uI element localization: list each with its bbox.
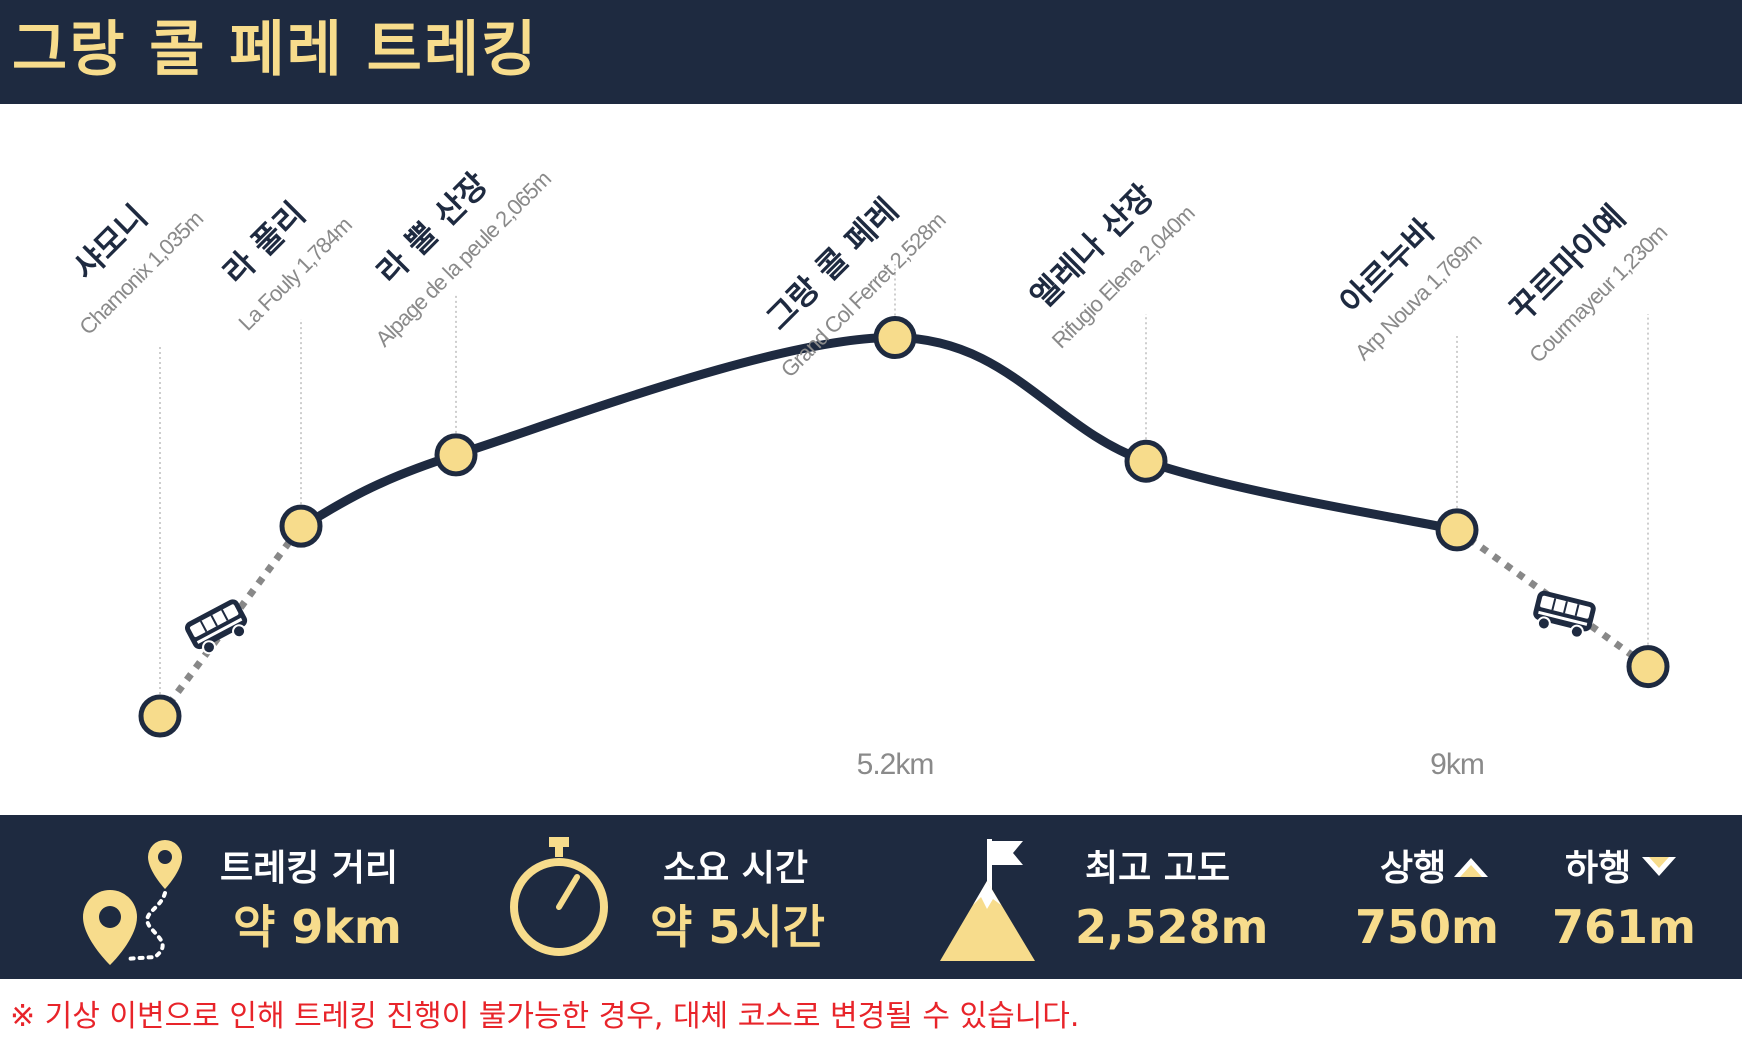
triangle-up-icon: [1454, 858, 1488, 877]
distance-label: 트레킹 거리: [220, 848, 399, 889]
altitude-label: 최고 고도: [1085, 848, 1231, 889]
bus-route-segment: [1454, 527, 1651, 670]
altitude-value: 2,528m: [1075, 900, 1269, 954]
time-label: 소요 시간: [663, 848, 809, 889]
descent-value: 761m: [1552, 900, 1696, 954]
waypoint-marker: [1435, 508, 1479, 552]
waypoint-marker: [138, 694, 182, 738]
triangle-down-icon: [1642, 857, 1676, 876]
distance-marker: 5.2km: [857, 748, 934, 781]
ascent-value: 750m: [1355, 900, 1499, 954]
distance-marker: 9km: [1430, 748, 1484, 781]
time-value: 약 5시간: [650, 900, 825, 954]
ascent-label: 상행: [1380, 848, 1447, 889]
waypoint-marker: [279, 504, 323, 548]
waypoint-marker: [873, 316, 917, 360]
waypoint-marker: [434, 433, 478, 477]
map-pin-route-icon: [83, 840, 182, 965]
waypoint-marker: [1626, 645, 1670, 689]
stopwatch-icon: [510, 837, 608, 956]
waypoint-marker: [1124, 439, 1168, 483]
stats-bar: 트레킹 거리 약 9km 소요 시간 약 5시간 최고 고도 2,528m 상행…: [0, 815, 1742, 979]
bus-route-segment: [157, 524, 304, 719]
header-banner: 그랑 콜 페레 트레킹: [0, 0, 1742, 104]
bus-icon: [184, 599, 248, 655]
bus-icon: [1533, 590, 1596, 639]
distance-value: 약 9km: [233, 900, 402, 954]
mountain-flag-icon: [940, 839, 1035, 961]
waypoint-elevation: 1,035m: [142, 206, 207, 271]
weather-notice: ※ 기상 이변으로 인해 트레킹 진행이 불가능한 경우, 대체 코스로 변경될…: [10, 999, 1080, 1034]
trek-route-line: [296, 333, 1462, 535]
waypoint-elevation: 2,065m: [490, 166, 555, 231]
page-title: 그랑 콜 페레 트레킹: [12, 15, 539, 85]
descent-label: 하행: [1565, 848, 1632, 889]
